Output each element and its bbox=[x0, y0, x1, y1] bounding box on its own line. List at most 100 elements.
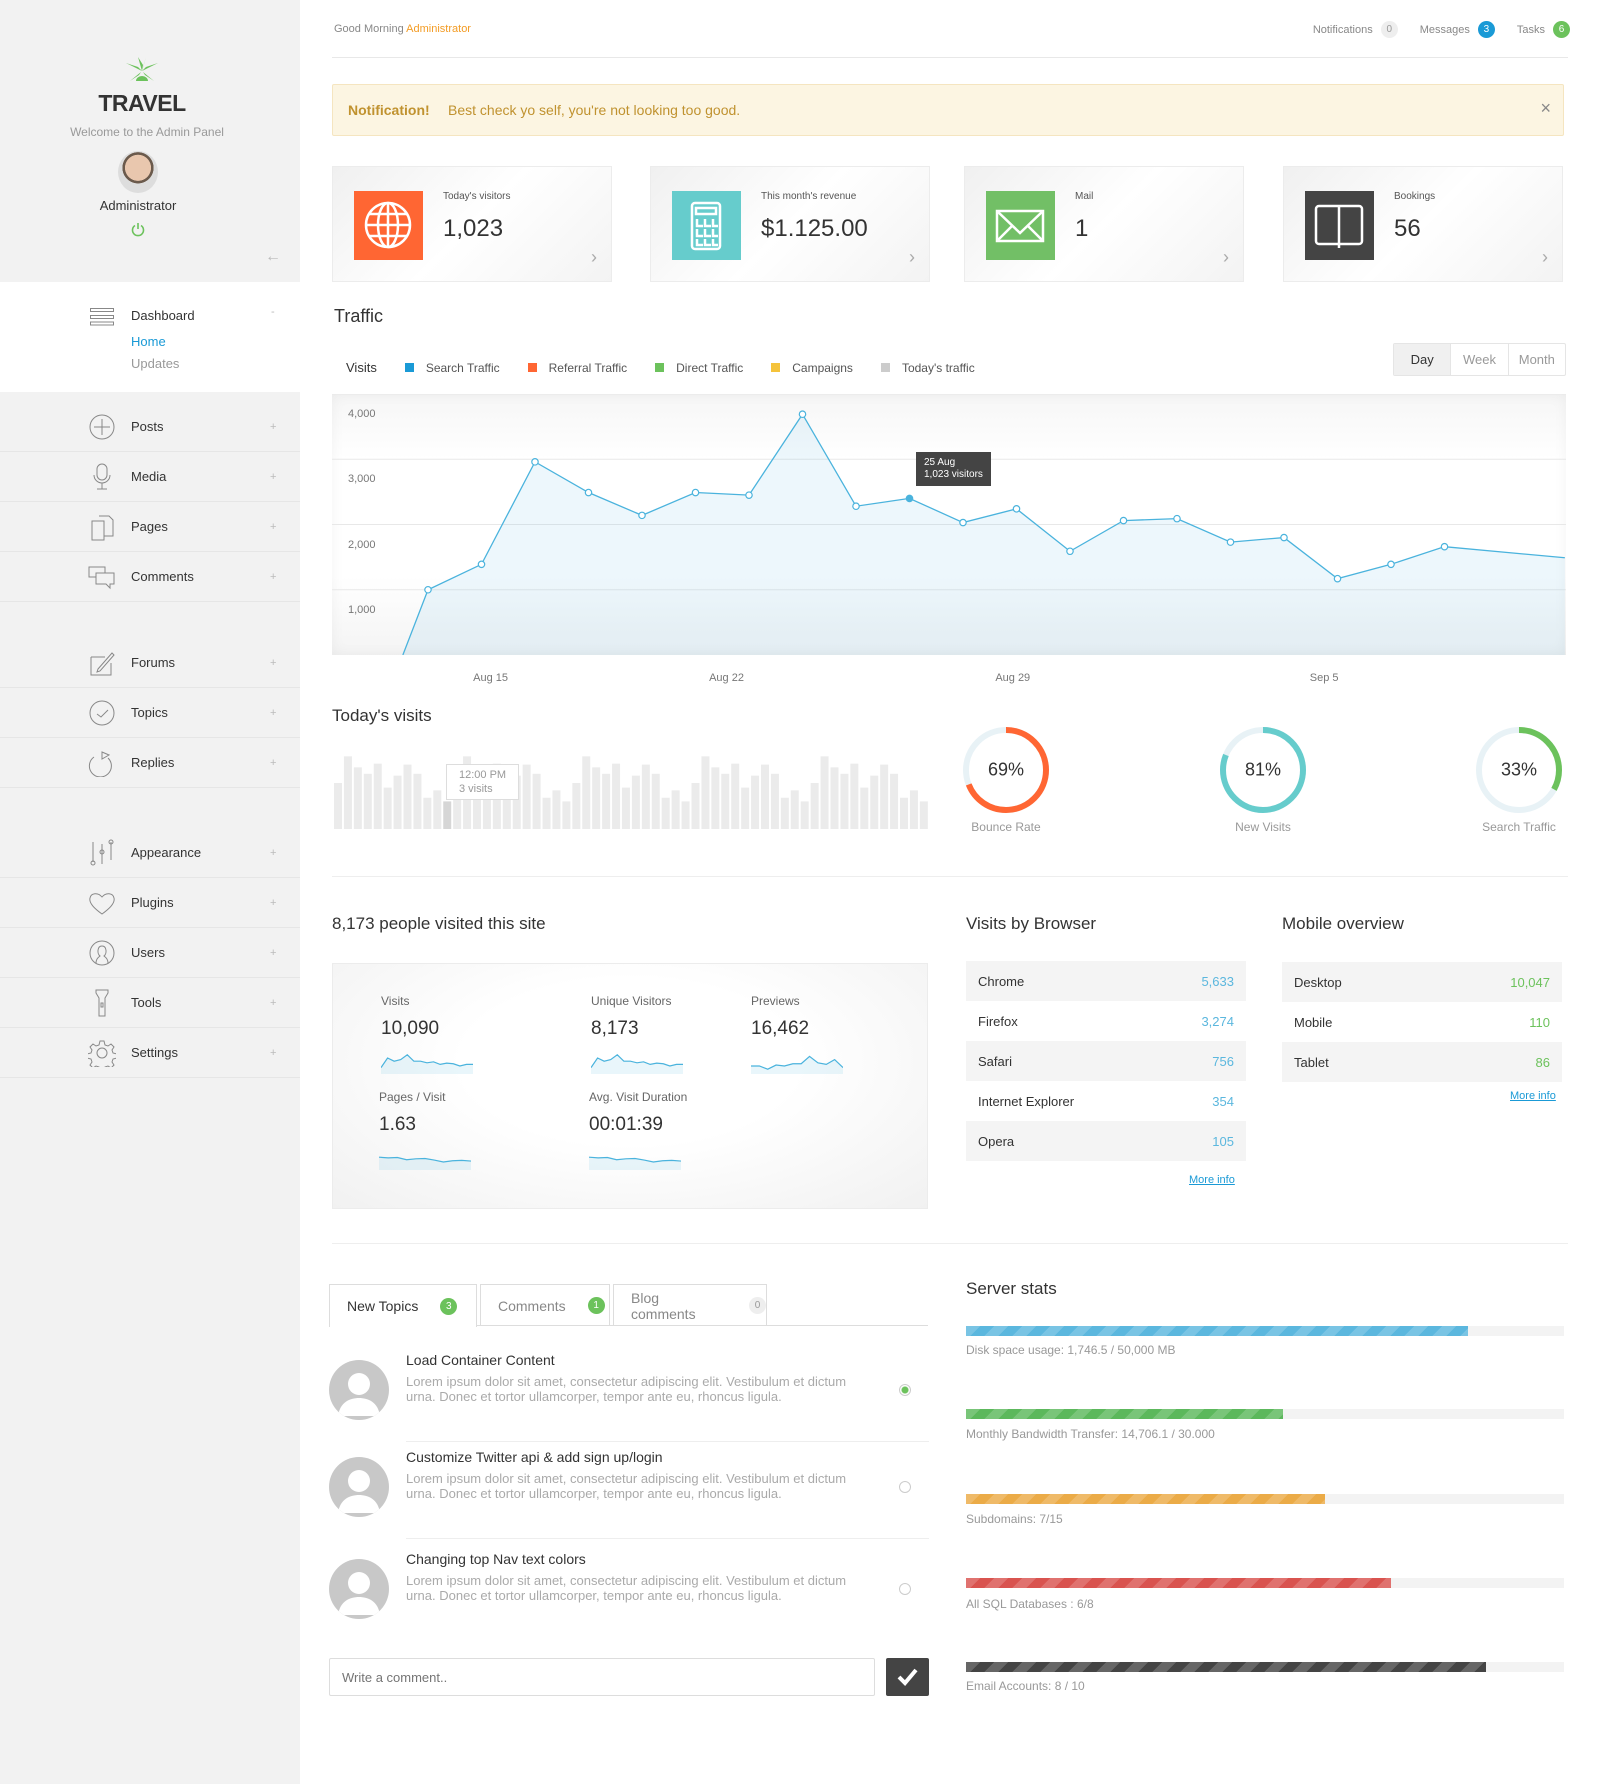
stat-card-mail[interactable]: Mail 1 › bbox=[964, 166, 1244, 282]
visits-bar[interactable] bbox=[572, 783, 581, 829]
user-avatar[interactable] bbox=[118, 151, 158, 193]
chevron-right-icon[interactable]: › bbox=[591, 247, 597, 267]
visits-bar[interactable] bbox=[423, 797, 432, 829]
topic-item[interactable]: Customize Twitter api & add sign up/logi… bbox=[329, 1449, 929, 1557]
expand-icon[interactable]: + bbox=[270, 996, 277, 1009]
visits-bar[interactable] bbox=[760, 764, 769, 829]
topic-item[interactable]: Load Container Content Lorem ipsum dolor … bbox=[329, 1352, 929, 1460]
sidebar-item-posts[interactable]: Posts + bbox=[0, 402, 300, 452]
collapse-sidebar-arrow-icon[interactable]: ← bbox=[265, 248, 281, 265]
visits-bar[interactable] bbox=[621, 787, 630, 829]
expand-icon[interactable]: + bbox=[270, 1046, 277, 1059]
topic-radio[interactable] bbox=[899, 1384, 911, 1396]
visits-bar[interactable] bbox=[691, 783, 700, 829]
visits-bar[interactable] bbox=[810, 783, 819, 829]
tab-comments[interactable]: Comments 1 bbox=[480, 1284, 610, 1326]
visits-bar[interactable] bbox=[681, 801, 690, 829]
stat-card-today-s-visitors[interactable]: Today's visitors 1,023 › bbox=[332, 166, 612, 282]
visits-bar[interactable] bbox=[552, 790, 561, 829]
topic-title[interactable]: Load Container Content bbox=[406, 1352, 555, 1368]
stat-card-bookings[interactable]: Bookings 56 › bbox=[1283, 166, 1563, 282]
topic-title[interactable]: Changing top Nav text colors bbox=[406, 1551, 586, 1567]
visits-bar[interactable] bbox=[592, 767, 601, 829]
visits-bar[interactable] bbox=[413, 773, 422, 829]
traffic-point[interactable] bbox=[852, 502, 860, 511]
traffic-point[interactable] bbox=[1119, 516, 1128, 525]
sidebar-item-plugins[interactable]: Plugins + bbox=[0, 878, 300, 928]
legend-item[interactable]: Search Traffic bbox=[425, 360, 500, 375]
dashboard-label[interactable]: Dashboard bbox=[131, 308, 195, 323]
traffic-point[interactable] bbox=[1012, 505, 1021, 513]
visits-bar[interactable] bbox=[830, 767, 839, 829]
expand-icon[interactable]: + bbox=[270, 946, 277, 959]
topic-item[interactable]: Changing top Nav text colors Lorem ipsum … bbox=[329, 1551, 929, 1659]
visits-bar[interactable] bbox=[562, 801, 571, 829]
visits-bar[interactable] bbox=[671, 790, 680, 829]
traffic-point[interactable] bbox=[1066, 547, 1074, 556]
close-icon[interactable]: × bbox=[1540, 98, 1551, 118]
sidebar-item-comments[interactable]: Comments + bbox=[0, 552, 300, 602]
visits-bar[interactable] bbox=[661, 797, 670, 829]
visits-bar[interactable] bbox=[800, 801, 809, 829]
visits-bar[interactable] bbox=[612, 763, 621, 829]
traffic-point[interactable] bbox=[424, 585, 432, 594]
visits-bar[interactable] bbox=[850, 763, 859, 829]
visits-bar[interactable] bbox=[731, 763, 740, 829]
dashboard-collapse-toggle[interactable]: - bbox=[271, 306, 275, 318]
legend-item[interactable]: Today's traffic bbox=[901, 360, 975, 375]
visits-bar[interactable] bbox=[403, 764, 412, 829]
header-messages-link[interactable]: Messages 3 bbox=[1420, 21, 1495, 38]
visits-bar[interactable] bbox=[373, 763, 382, 829]
visits-bar[interactable] bbox=[363, 773, 372, 829]
expand-icon[interactable]: + bbox=[270, 756, 277, 769]
browser-more-info-link[interactable]: More info bbox=[1189, 1174, 1235, 1186]
expand-icon[interactable]: + bbox=[270, 520, 277, 533]
greeting-user[interactable]: Administrator bbox=[406, 23, 471, 35]
legend-item[interactable]: Direct Traffic bbox=[676, 360, 744, 375]
chevron-right-icon[interactable]: › bbox=[1223, 247, 1229, 267]
topic-title[interactable]: Customize Twitter api & add sign up/logi… bbox=[406, 1449, 663, 1465]
legend-item[interactable]: Campaigns bbox=[792, 360, 853, 375]
traffic-point[interactable] bbox=[959, 518, 967, 527]
sidebar-item-media[interactable]: Media + bbox=[0, 452, 300, 502]
visits-bar[interactable] bbox=[532, 773, 541, 829]
visits-bar[interactable] bbox=[780, 797, 789, 829]
legend-item[interactable]: Referral Traffic bbox=[548, 360, 628, 375]
visits-bar[interactable] bbox=[393, 775, 402, 829]
chevron-right-icon[interactable]: › bbox=[909, 247, 915, 267]
sidebar-item-pages[interactable]: Pages + bbox=[0, 502, 300, 552]
sidebar-item-dashboard[interactable]: Dashboard - Home Updates bbox=[0, 282, 300, 392]
submit-comment-button[interactable] bbox=[886, 1658, 929, 1696]
visits-bar[interactable] bbox=[641, 764, 650, 829]
visits-bar[interactable] bbox=[820, 756, 829, 829]
expand-icon[interactable]: + bbox=[270, 656, 277, 669]
traffic-point[interactable] bbox=[1387, 560, 1395, 569]
traffic-point[interactable] bbox=[1226, 538, 1235, 546]
expand-icon[interactable]: + bbox=[270, 706, 277, 719]
range-month-button[interactable]: Month bbox=[1507, 344, 1565, 375]
topic-radio[interactable] bbox=[899, 1583, 911, 1595]
traffic-point[interactable] bbox=[745, 491, 753, 499]
expand-icon[interactable]: + bbox=[270, 420, 277, 433]
traffic-point[interactable] bbox=[1280, 533, 1288, 542]
visits-bar[interactable] bbox=[919, 801, 928, 829]
sidebar-item-topics[interactable]: Topics + bbox=[0, 688, 300, 738]
visits-bar[interactable] bbox=[542, 797, 551, 829]
header-tasks-link[interactable]: Tasks 6 bbox=[1517, 21, 1570, 38]
expand-icon[interactable]: + bbox=[270, 846, 277, 859]
traffic-point[interactable] bbox=[584, 488, 593, 497]
visits-bar[interactable] bbox=[900, 797, 909, 829]
expand-icon[interactable]: + bbox=[270, 570, 277, 583]
visits-bar[interactable] bbox=[512, 775, 521, 829]
visits-bar[interactable] bbox=[383, 787, 392, 829]
visits-bar[interactable] bbox=[631, 775, 640, 829]
visits-bar[interactable] bbox=[770, 773, 779, 829]
expand-icon[interactable]: + bbox=[270, 896, 277, 909]
traffic-point[interactable] bbox=[905, 494, 914, 503]
expand-icon[interactable]: + bbox=[270, 470, 277, 483]
visits-bar[interactable] bbox=[860, 787, 869, 829]
visits-bar[interactable] bbox=[909, 790, 918, 829]
traffic-point[interactable] bbox=[638, 511, 646, 520]
traffic-point[interactable] bbox=[798, 410, 807, 419]
visits-bar[interactable] bbox=[343, 756, 352, 829]
